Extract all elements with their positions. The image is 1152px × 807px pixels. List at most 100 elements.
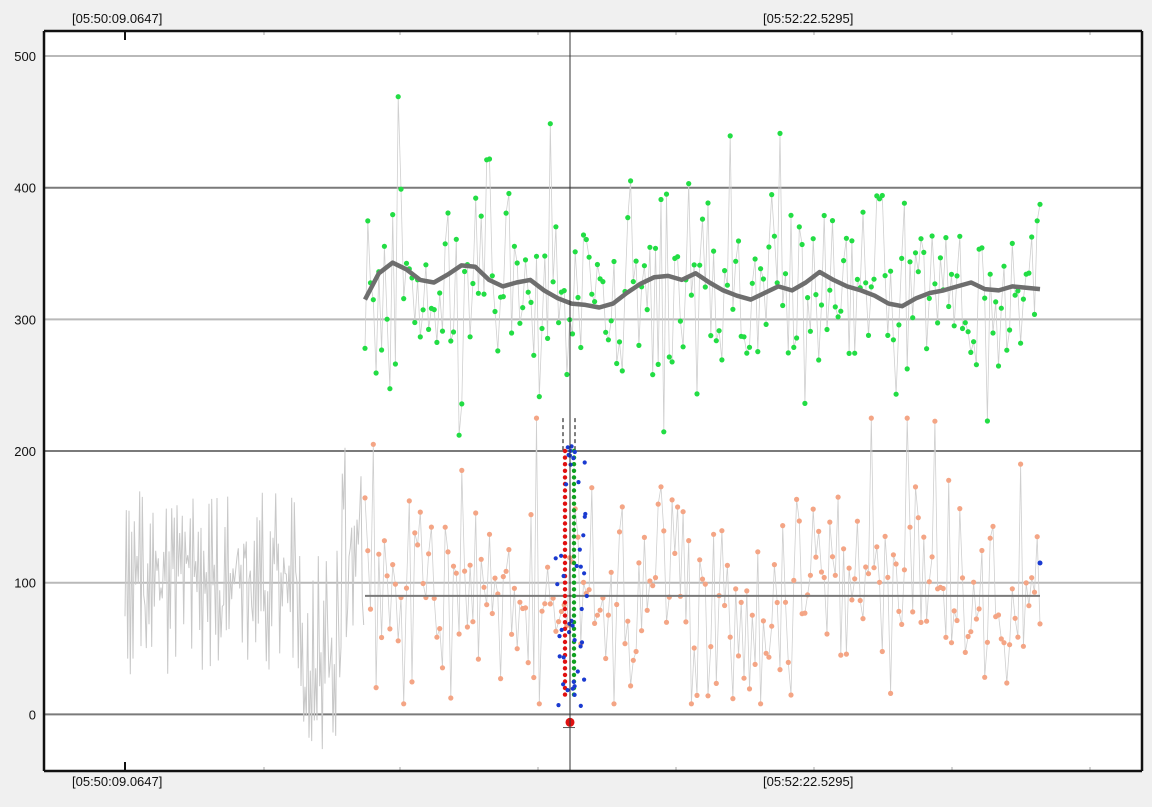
green-marker-point [571,646,577,651]
upper-series-point [542,253,548,259]
upper-series-point [708,333,714,339]
upper-series-point [885,332,891,338]
lower-series-point [752,661,758,668]
upper-series-point [766,244,772,250]
lower-series-point [760,618,767,624]
upper-series-point [392,361,398,367]
trace-line [124,447,365,750]
lower-series-point [373,685,379,691]
green-marker-point [571,508,577,513]
upper-series-point [669,359,675,365]
upper-series-point [805,295,811,301]
lower-series-point [415,542,421,548]
lower-series-point [616,529,623,535]
lower-series-point [730,696,736,702]
lower-series-point [915,515,921,521]
upper-series-point [522,257,529,263]
upper-series-point [666,354,672,360]
upper-series-point [675,254,681,260]
upper-series-point [846,350,852,356]
lower-series-point [467,562,473,568]
red-marker-point [562,659,568,664]
upper-series-point [630,279,636,285]
upper-series-point [691,262,697,268]
lower-series-point [539,608,545,614]
blue-marker-point [561,655,566,660]
upper-series-point [821,212,827,219]
lower-series-point [426,551,432,557]
lower-series-point [998,636,1004,642]
lower-series-point [503,568,509,574]
lower-series-point [829,554,836,560]
lower-series-point [365,548,371,554]
lower-series-point [879,648,885,655]
footer-time-start: [05:50:09.0647] [72,774,162,789]
upper-series-point [655,361,661,367]
lower-series-point [1009,586,1015,592]
upper-series-point [915,269,921,275]
lower-series-point [774,599,780,606]
green-marker-point [571,567,577,572]
upper-series-point [796,224,802,230]
lower-series-point [622,641,628,647]
upper-series-point [735,238,742,244]
upper-series-point [547,121,553,127]
upper-series-point [780,302,786,309]
lower-series-point [990,523,996,530]
upper-series-point [713,338,719,344]
lower-series-point [669,497,675,503]
blue-marker-point [572,449,577,455]
blue-marker-point [575,669,580,674]
y-axis-ticks: 0 100 200 300 400 500 [14,49,36,722]
upper-series-point [395,94,401,100]
lower-series-point [367,606,374,612]
upper-series-point [896,322,902,328]
lower-series-point [381,538,387,544]
upper-series-point [381,243,387,249]
lower-series-point [431,595,437,601]
upper-series-point [724,282,731,288]
upper-series-point [838,308,844,314]
upper-series-point [517,320,523,326]
lower-series-point [860,616,866,622]
lower-series-point [459,467,465,473]
upper-series-point [860,209,866,215]
lower-series-point [755,549,761,555]
lower-series-point [1029,575,1035,581]
upper-series-point [583,236,589,243]
blue-marker-point [567,630,572,635]
upper-series-point [509,330,515,336]
green-marker-point [571,481,577,487]
red-marker-point [562,547,568,552]
lower-series-point [434,634,440,640]
blue-marker-point [576,480,581,485]
upper-series-point [865,332,872,338]
blue-marker-point [559,627,564,633]
green-marker-point [571,501,577,506]
upper-series-point [843,235,850,241]
lower-series-point [813,554,819,560]
lower-series-point [957,506,963,512]
upper-series-point [1031,311,1038,317]
upper-series-point [998,305,1004,311]
upper-series-point [965,329,971,335]
lower-series-point [417,509,423,515]
lower-series-point [885,574,891,581]
green-marker-point [571,613,577,618]
upper-series-point [431,307,437,313]
upper-series-point [492,308,498,315]
lower-series-point [652,575,659,581]
upper-series-point [600,279,606,285]
lower-series-point [680,509,686,515]
upper-series-point [818,302,825,308]
red-marker-point [562,508,568,513]
lower-series-point [636,560,642,566]
upper-series-point [868,284,874,290]
upper-series-point [957,233,963,239]
lower-series-point [384,573,390,579]
lower-series-point [780,523,786,529]
lower-series-point [545,564,551,570]
lower-series-point [973,616,980,622]
